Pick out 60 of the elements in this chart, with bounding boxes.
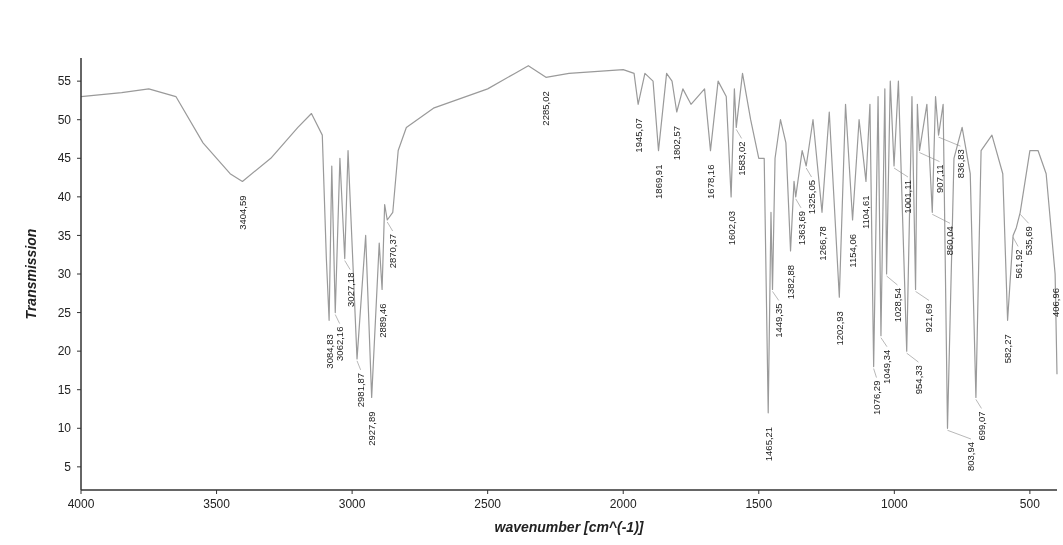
y-tick-label: 35 <box>57 228 72 243</box>
annotation: 3084,83 <box>323 334 335 369</box>
annotation: 3027,18 <box>344 272 356 307</box>
annotation: 561,92 <box>1012 249 1024 279</box>
x-tick-label: 3500 <box>203 497 231 511</box>
annotation: 3062,16 <box>334 326 346 361</box>
annotation: 1076,29 <box>870 380 882 415</box>
annotation: 2981,87 <box>355 372 367 408</box>
x-tick-label: 3000 <box>338 497 366 511</box>
annotation: 860,04 <box>944 226 956 256</box>
annotation: 1465,21 <box>762 426 774 462</box>
y-tick-label: 5 <box>64 460 72 475</box>
annotation: 907,11 <box>933 164 945 193</box>
y-tick-label: 40 <box>57 190 72 205</box>
y-tick-label: 20 <box>57 344 72 359</box>
y-tick-label: 25 <box>57 305 72 320</box>
annotation: 1028,54 <box>891 288 903 323</box>
y-tick-label: 50 <box>57 112 72 127</box>
annotation: 1104,61 <box>860 195 872 230</box>
y-axis-title: Transmission <box>23 228 39 320</box>
annotation: 1802,57 <box>671 126 683 161</box>
annotation: 2927,89 <box>366 411 378 446</box>
annotation: 1382,88 <box>785 264 797 300</box>
annotation: 803,94 <box>965 442 977 472</box>
y-tick-label: 15 <box>57 382 72 397</box>
y-tick-label: 45 <box>57 151 72 166</box>
annotation: 1049,34 <box>881 349 893 385</box>
annotation: 1945,07 <box>632 118 644 153</box>
annotation: 1363,69 <box>795 210 807 246</box>
annotation: 836,83 <box>954 149 966 179</box>
annotation: 1678,16 <box>704 164 716 199</box>
x-axis-title: wavenumber [cm^(-1)] <box>494 519 645 535</box>
x-tick-label: 2000 <box>609 497 637 511</box>
annotation: 2889,46 <box>376 303 388 338</box>
annotation: 1001,11 <box>902 180 914 214</box>
x-tick-label: 500 <box>1019 497 1041 511</box>
annotation: 1202,93 <box>833 311 845 346</box>
annotation: 2870,37 <box>387 234 399 269</box>
annotation: 1154,06 <box>847 234 859 268</box>
annotation: 406,96 <box>1049 288 1061 318</box>
annotation: 2285,02 <box>540 91 552 126</box>
annotation: 3404,59 <box>236 195 248 230</box>
annotation: 1869,91 <box>652 164 664 199</box>
x-tick-label: 4000 <box>67 497 95 511</box>
y-tick-label: 30 <box>57 267 72 282</box>
x-tick-label: 2500 <box>474 497 502 511</box>
annotation: 921,69 <box>923 303 935 333</box>
annotation: 1266,78 <box>816 226 828 261</box>
annotation: 582,27 <box>1002 334 1014 364</box>
annotation: 1602,03 <box>725 210 737 246</box>
x-tick-label: 1500 <box>745 497 773 511</box>
annotation: 1325,05 <box>806 180 818 215</box>
annotation: 954,33 <box>912 365 924 395</box>
annotation: 1583,02 <box>736 141 748 176</box>
annotation: 1449,35 <box>773 303 785 338</box>
x-tick-label: 1000 <box>880 497 908 511</box>
annotation: 699,07 <box>975 411 987 441</box>
y-tick-label: 55 <box>57 74 72 89</box>
annotation: 535,69 <box>1023 226 1035 256</box>
y-tick-label: 10 <box>57 421 72 436</box>
